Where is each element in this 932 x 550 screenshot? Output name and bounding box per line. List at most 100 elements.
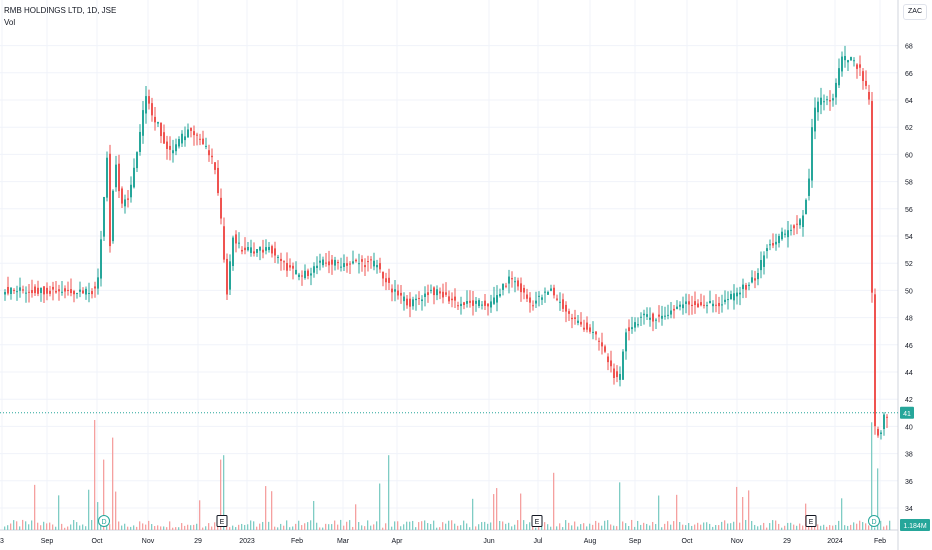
candle-body[interactable] [481,304,483,306]
candle-body[interactable] [202,138,204,145]
candle-body[interactable] [712,303,714,307]
candle-body[interactable] [271,246,273,254]
candle-body[interactable] [574,317,576,319]
candle-body[interactable] [199,138,201,140]
candle-body[interactable] [580,321,582,325]
candle-body[interactable] [697,303,699,308]
candle-body[interactable] [733,293,735,301]
candle-body[interactable] [772,243,774,246]
candle-body[interactable] [49,290,51,294]
candle-body[interactable] [28,291,30,293]
candle-body[interactable] [376,265,378,268]
candle-body[interactable] [268,246,270,251]
candle-body[interactable] [682,304,684,309]
candle-body[interactable] [226,258,228,295]
candle-body[interactable] [88,292,90,294]
candle-body[interactable] [121,188,123,204]
candle-body[interactable] [253,251,255,254]
candle-body[interactable] [670,310,672,315]
candle-body[interactable] [454,296,456,301]
candle-body[interactable] [769,244,771,246]
candle-body[interactable] [766,248,768,252]
candle-body[interactable] [460,303,462,307]
candle-body[interactable] [886,416,888,418]
candle-body[interactable] [550,288,552,291]
candle-body[interactable] [406,298,408,306]
candle-body[interactable] [232,237,234,267]
candle-body[interactable] [13,289,15,291]
candle-body[interactable] [484,300,486,306]
candle-body[interactable] [340,266,342,268]
candle-body[interactable] [610,360,612,367]
candle-body[interactable] [34,286,36,294]
candle-body[interactable] [691,304,693,307]
candle-body[interactable] [133,167,135,188]
candle-body[interactable] [739,292,741,295]
candle-body[interactable] [502,283,504,290]
candle-body[interactable] [211,155,213,158]
candle-body[interactable] [445,292,447,295]
candle-body[interactable] [373,260,375,267]
candle-body[interactable] [61,291,63,293]
candle-body[interactable] [508,276,510,284]
candle-body[interactable] [457,305,459,307]
candle-body[interactable] [808,178,810,196]
candle-body[interactable] [109,153,111,247]
candle-body[interactable] [43,286,45,295]
candle-body[interactable] [331,259,333,265]
candle-body[interactable] [100,239,102,279]
candle-body[interactable] [754,278,756,281]
candle-body[interactable] [577,320,579,323]
candle-body[interactable] [463,302,465,306]
candle-body[interactable] [727,299,729,301]
candle-body[interactable] [184,136,186,141]
candle-body[interactable] [448,296,450,302]
candle-body[interactable] [151,103,153,116]
candle-body[interactable] [40,287,42,294]
candle-body[interactable] [10,287,12,295]
candle-body[interactable] [751,277,753,283]
earnings-marker[interactable] [531,515,543,527]
candle-body[interactable] [553,287,555,296]
candle-body[interactable] [313,266,315,273]
candle-body[interactable] [256,249,258,253]
candle-body[interactable] [529,297,531,303]
candle-body[interactable] [346,263,348,266]
candle-body[interactable] [538,295,540,297]
candle-body[interactable] [175,144,177,152]
candle-body[interactable] [856,64,858,69]
candle-body[interactable] [424,293,426,298]
candle-body[interactable] [649,317,651,320]
candle-body[interactable] [631,327,633,330]
candle-body[interactable] [355,259,357,262]
candle-body[interactable] [328,261,330,266]
symbol-title[interactable]: RMB HOLDINGS LTD, 1D, JSE [4,6,117,15]
candle-body[interactable] [418,297,420,299]
candle-body[interactable] [127,198,129,200]
candle-body[interactable] [622,351,624,380]
candle-body[interactable] [547,291,549,295]
candle-body[interactable] [358,263,360,265]
candle-body[interactable] [865,80,867,86]
candle-body[interactable] [859,64,861,68]
candle-body[interactable] [439,291,441,294]
candle-body[interactable] [76,292,78,294]
candle-body[interactable] [436,289,438,296]
candle-body[interactable] [469,300,471,303]
candle-body[interactable] [724,299,726,302]
candle-body[interactable] [835,82,837,98]
candle-body[interactable] [721,304,723,306]
candle-body[interactable] [397,290,399,296]
candle-body[interactable] [178,139,180,147]
candle-body[interactable] [679,304,681,307]
candle-body[interactable] [319,260,321,263]
candle-body[interactable] [442,291,444,298]
candle-body[interactable] [604,346,606,352]
candle-body[interactable] [367,261,369,263]
candle-body[interactable] [520,283,522,293]
dividend-marker[interactable] [868,515,880,527]
candle-body[interactable] [850,57,852,61]
candle-body[interactable] [94,286,96,289]
candle-body[interactable] [709,300,711,304]
candle-body[interactable] [364,265,366,268]
